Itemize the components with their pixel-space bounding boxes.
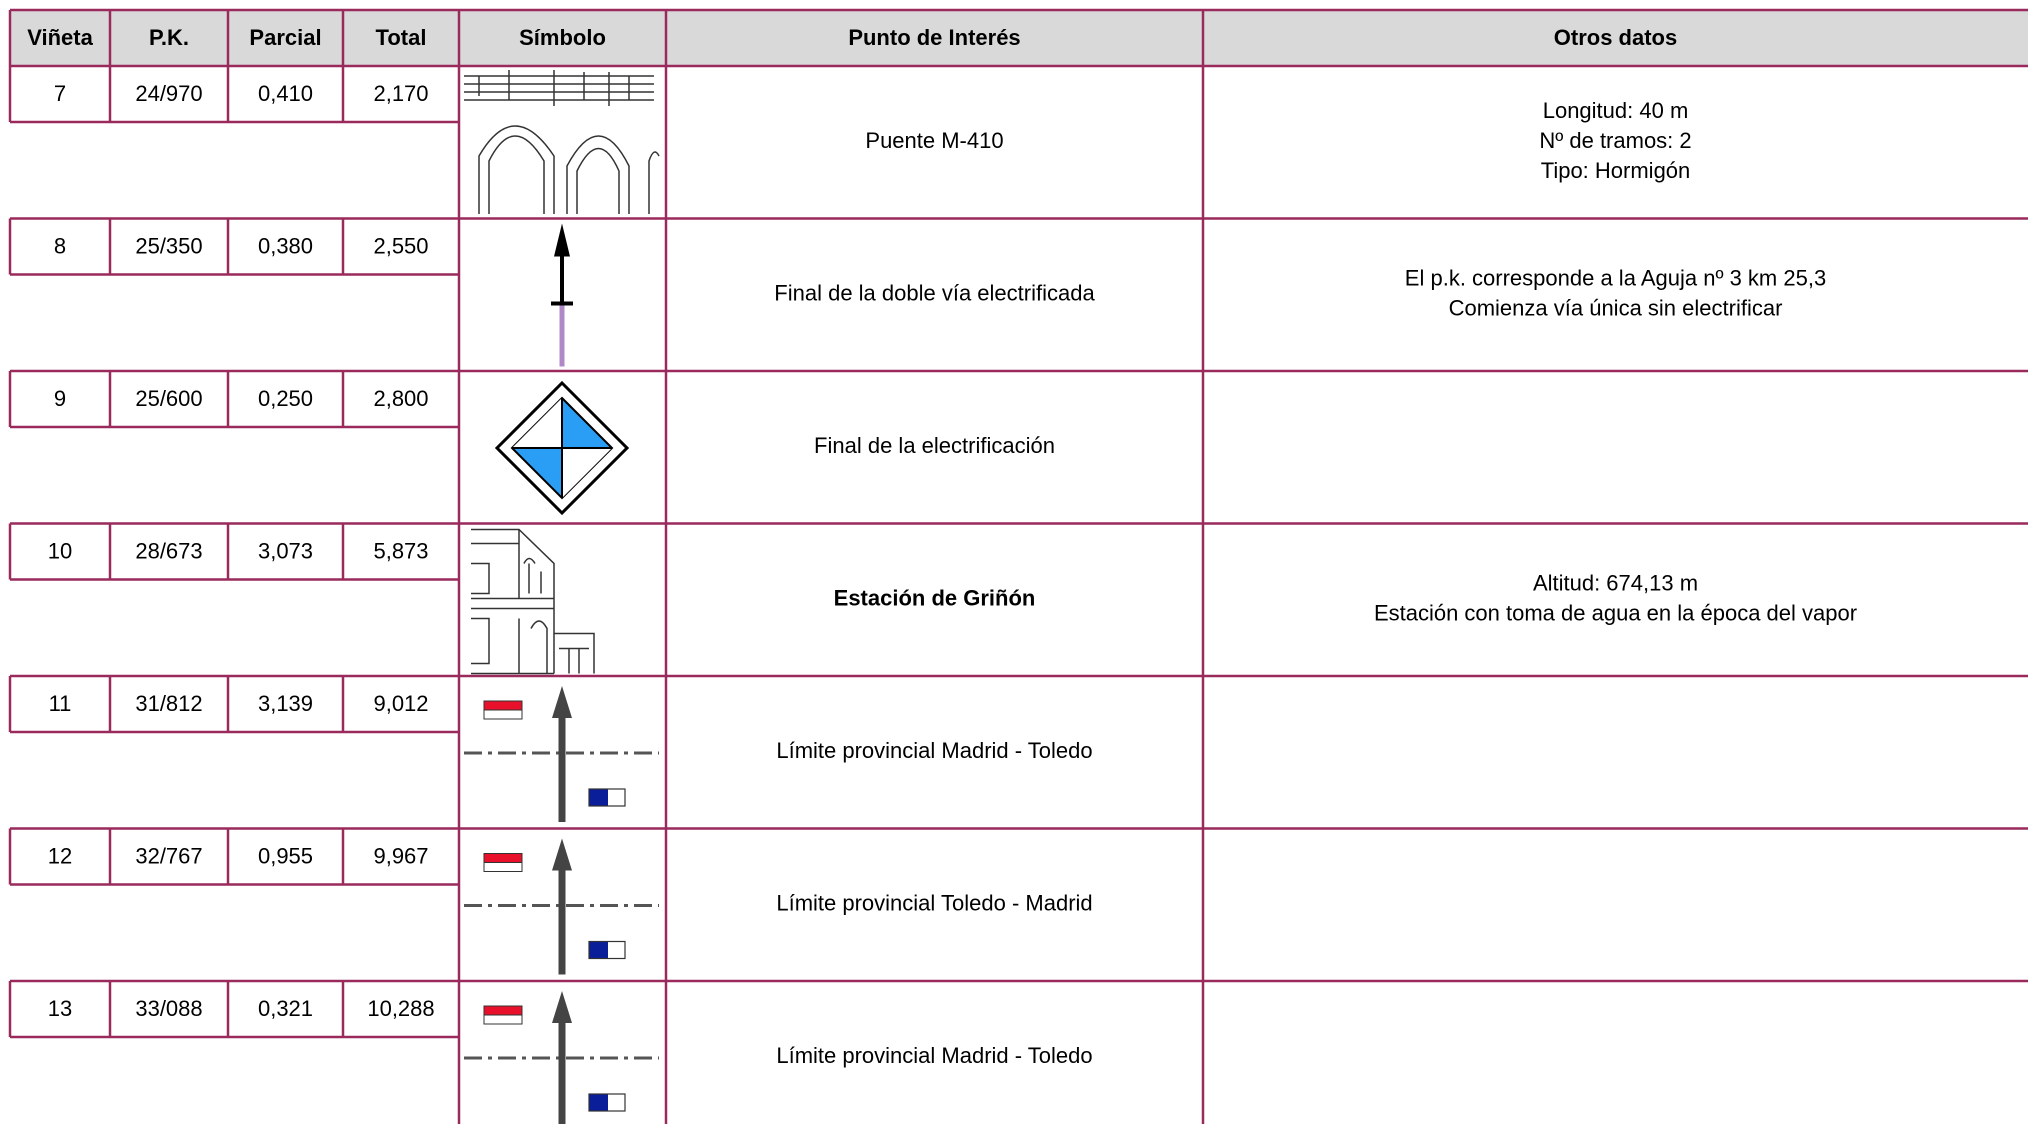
cell-vineta: 9 <box>54 386 66 411</box>
symbol <box>494 380 630 516</box>
cell-pk: 25/350 <box>135 233 202 258</box>
flag-white <box>483 1014 523 1025</box>
symbol <box>464 838 659 975</box>
arrow-head <box>552 991 572 1023</box>
symbol <box>464 70 660 214</box>
bridge <box>464 70 654 106</box>
cell-vineta: 12 <box>48 843 72 868</box>
header-cell: Símbolo <box>519 25 606 50</box>
diamond-white <box>512 398 562 448</box>
diamond-white <box>562 448 612 498</box>
point-of-interest: Puente M-410 <box>865 128 1003 153</box>
flag-blue <box>589 1094 608 1111</box>
point-of-interest: Límite provincial Toledo - Madrid <box>776 891 1092 916</box>
cell-pk: 31/812 <box>135 691 202 716</box>
other-data: Altitud: 674,13 m <box>1533 571 1698 596</box>
flag-frame <box>588 940 626 960</box>
header-cell: Parcial <box>249 25 321 50</box>
symbol <box>551 223 573 367</box>
cell-parcial: 3,073 <box>258 538 313 563</box>
point-of-interest: Estación de Griñón <box>834 586 1036 611</box>
cell-pk: 28/673 <box>135 538 202 563</box>
cell-parcial: 0,321 <box>258 996 313 1021</box>
header-cell: Viñeta <box>27 25 93 50</box>
cell-pk: 32/767 <box>135 843 202 868</box>
flag-white <box>483 862 523 872</box>
point-of-interest: Límite provincial Madrid - Toledo <box>776 1043 1092 1068</box>
flag-red <box>484 1006 522 1015</box>
cell-pk: 25/600 <box>135 386 202 411</box>
station <box>471 528 595 675</box>
cell-vineta: 10 <box>48 538 72 563</box>
flag-frame <box>588 1093 626 1112</box>
arrow-head <box>554 223 570 257</box>
symbol <box>464 686 659 822</box>
flag-frame <box>483 853 523 872</box>
header-cell: P.K. <box>149 25 189 50</box>
cell-total: 9,967 <box>373 843 428 868</box>
arrow-head <box>552 838 572 871</box>
point-of-interest: Límite provincial Madrid - Toledo <box>776 738 1092 763</box>
cell-total: 2,550 <box>373 233 428 258</box>
flag-blue <box>589 789 608 806</box>
flag-red <box>484 701 522 710</box>
bridge-arch <box>478 125 660 214</box>
point-of-interest: Final de la doble vía electrificada <box>774 281 1095 306</box>
cell-total: 2,170 <box>373 81 428 106</box>
header-cell: Total <box>376 25 427 50</box>
flag-red <box>484 853 522 863</box>
cell-vineta: 11 <box>49 691 72 716</box>
header-cell: Otros datos <box>1554 25 1677 50</box>
symbol <box>471 528 595 675</box>
cell-parcial: 0,410 <box>258 81 313 106</box>
cell-total: 2,800 <box>373 386 428 411</box>
header-bg <box>10 10 2028 66</box>
other-data: Longitud: 40 m <box>1543 98 1689 123</box>
other-data: El p.k. corresponde a la Aguja nº 3 km 2… <box>1405 266 1826 291</box>
other-data: Tipo: Hormigón <box>1541 158 1691 183</box>
flag-blue <box>589 941 608 959</box>
other-data: Estación con toma de agua en la época de… <box>1374 601 1857 626</box>
cell-parcial: 0,250 <box>258 386 313 411</box>
arrow-head <box>552 686 572 718</box>
cell-vineta: 7 <box>54 81 66 106</box>
cell-vineta: 13 <box>48 996 72 1021</box>
flag-frame <box>483 700 523 720</box>
symbol <box>464 991 659 1124</box>
other-data: Comienza vía única sin electrificar <box>1449 296 1783 321</box>
cell-total: 9,012 <box>373 691 428 716</box>
header-cell: Punto de Interés <box>848 25 1020 50</box>
point-of-interest: Final de la electrificación <box>814 433 1055 458</box>
cell-pk: 33/088 <box>135 996 202 1021</box>
flag-frame <box>483 1005 523 1025</box>
flag-white <box>483 709 523 720</box>
cell-pk: 24/970 <box>135 81 202 106</box>
cell-parcial: 0,955 <box>258 843 313 868</box>
cell-parcial: 3,139 <box>258 691 313 716</box>
flag-frame <box>588 788 626 807</box>
cell-total: 5,873 <box>373 538 428 563</box>
cell-total: 10,288 <box>367 996 434 1021</box>
cell-parcial: 0,380 <box>258 233 313 258</box>
other-data: Nº de tramos: 2 <box>1539 128 1691 153</box>
cell-vineta: 8 <box>54 233 66 258</box>
